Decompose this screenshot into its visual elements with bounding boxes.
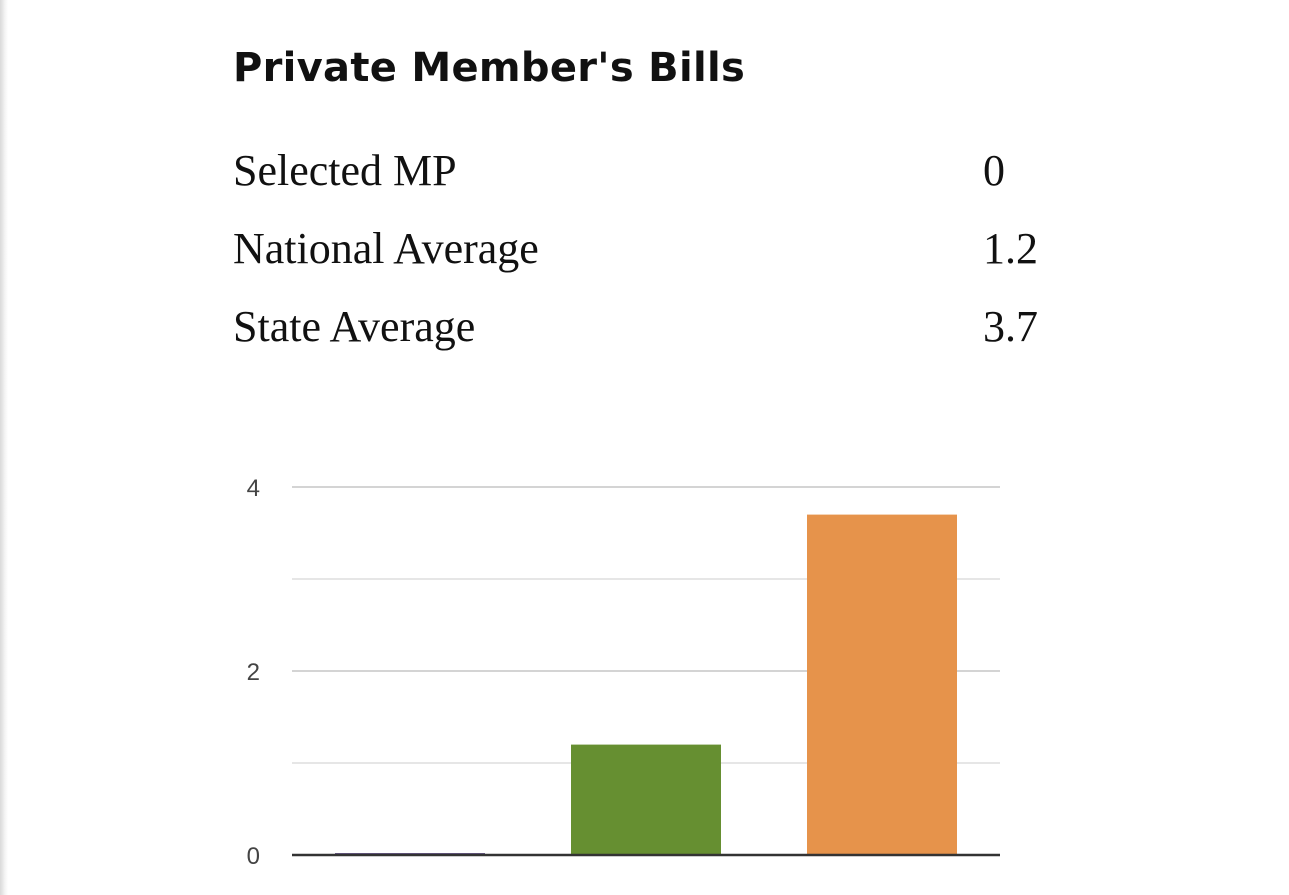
- stat-label: National Average: [233, 224, 539, 273]
- y-tick-label: 2: [247, 659, 260, 686]
- stat-value: 0: [983, 146, 1005, 195]
- stat-value: 1.2: [983, 224, 1038, 273]
- bar-chart: 0 2 4: [247, 475, 1000, 870]
- stat-row-state-average: State Average 3.7: [233, 292, 1053, 370]
- bar-national-average[interactable]: [571, 744, 721, 855]
- stats-table: Selected MP 0 National Average 1.2 State…: [233, 136, 1053, 370]
- stat-value: 3.7: [983, 302, 1038, 351]
- stat-row-national-average: National Average 1.2: [233, 214, 1053, 292]
- stat-label: Selected MP: [233, 146, 457, 195]
- y-tick-label: 4: [247, 475, 260, 502]
- section-title: Private Member's Bills: [233, 45, 746, 91]
- page-edge: [0, 0, 8, 895]
- y-tick-label: 0: [247, 843, 260, 870]
- stat-row-selected-mp: Selected MP 0: [233, 136, 1053, 214]
- bar-state-average[interactable]: [807, 514, 957, 855]
- stat-label: State Average: [233, 302, 476, 351]
